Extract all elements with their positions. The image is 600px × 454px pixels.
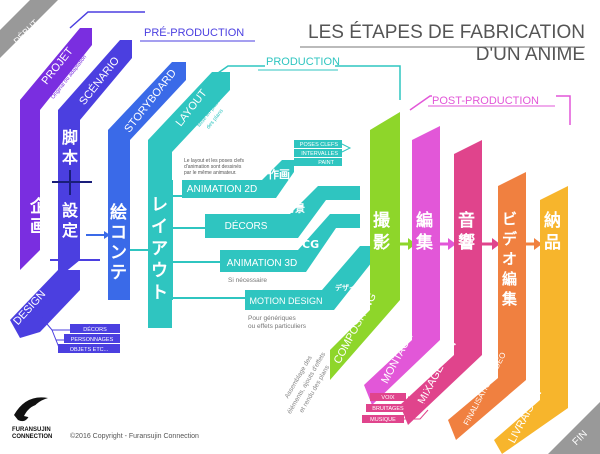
kanji-haikei: 背景 xyxy=(285,202,305,215)
title-line-1: LES ÉTAPES DE FABRICATION xyxy=(308,22,585,43)
svg-text:CONNECTION: CONNECTION xyxy=(12,434,52,440)
copyright: ©2016 Copyright - Furansujin Connection xyxy=(70,432,199,440)
branch-decors: DÉCORS 背景 xyxy=(205,186,360,238)
brand-logo: FURANSUJIN CONNECTION xyxy=(12,397,52,440)
kanji-layout-3: ア xyxy=(151,239,168,259)
si-necessaire: Si nécessaire xyxy=(228,277,267,284)
note-2d-1: Le layout et les poses clefs xyxy=(184,158,245,164)
note-2d-2: d'animation sont dessinés xyxy=(184,164,242,170)
post-production-label: POST-PRODUCTION xyxy=(432,95,539,107)
kanji-kyakuhon-2: 本 xyxy=(62,148,78,167)
kanji-ekonte-4: テ xyxy=(110,263,127,283)
step-design: DESIGN DÉCORS PERSONNAGES OBJETS ETC... xyxy=(10,270,120,353)
intervalles-label: INTERVALLES xyxy=(301,151,338,157)
production-label: PRODUCTION xyxy=(266,56,340,68)
kanji-video-4: 編 xyxy=(502,270,517,288)
animation-3d-label: ANIMATION 3D xyxy=(227,258,297,269)
kanji-nohin-2: 品 xyxy=(544,233,561,253)
kanji-video-5: 集 xyxy=(501,290,518,308)
design-sub-objets: OBJETS ETC... xyxy=(70,347,109,353)
motion-design-label: MOTION DESIGN xyxy=(249,296,322,306)
pre-production-label: PRÉ-PRODUCTION xyxy=(144,26,244,39)
kanji-kikaku-1: 企 xyxy=(29,196,48,217)
svg-text:FURANSUJIN: FURANSUJIN xyxy=(12,427,51,433)
kanji-video-1: ビ xyxy=(502,210,517,228)
kanji-settei-1: 設 xyxy=(62,201,79,220)
pour-generiques: Pour génériques xyxy=(248,315,296,322)
note-2d-3: par le même animateur. xyxy=(184,170,237,176)
branch-motion-design: MOTION DESIGN デザイン Pour génériques ou ef… xyxy=(245,246,372,330)
poses-clefs-label: POSES CLEFS xyxy=(300,142,339,148)
design-sub-personnages: PERSONNAGES xyxy=(71,337,114,343)
kanji-video-2: デ xyxy=(502,230,518,248)
paint-label: PAINT xyxy=(318,160,334,166)
sound-sub-musique: MUSIQUE xyxy=(370,417,396,423)
animation-2d-label: ANIMATION 2D xyxy=(187,184,257,195)
branch-animation-2d: ANIMATION 2D 作画 Le layout et les poses c… xyxy=(182,140,352,198)
kanji-layout-2: イ xyxy=(151,217,168,237)
kanji-sakuga: 作画 xyxy=(268,167,290,181)
kanji-layout-5: ト xyxy=(151,283,168,303)
end-corner xyxy=(548,402,600,454)
kanji-ekonte-1: 絵 xyxy=(110,202,127,223)
sound-sub-voix: VOIX xyxy=(381,395,394,401)
kanji-ekonte-3: ン xyxy=(110,243,127,263)
kanji-onkyo-1: 音 xyxy=(458,210,475,231)
kanji-settei-2: 定 xyxy=(61,221,78,240)
kanji-onkyo-2: 響 xyxy=(458,232,475,253)
step-storyboard: STORYBOARD 絵 コ ン テ xyxy=(108,62,186,300)
branch-animation-3d: ANIMATION 3D CG Si nécessaire xyxy=(220,214,360,284)
kanji-nohin-1: 納 xyxy=(544,210,561,231)
start-corner xyxy=(0,0,58,58)
kanji-design: デザイン xyxy=(335,283,363,292)
post-production-bracket xyxy=(409,95,432,111)
kanji-video-3: オ xyxy=(502,250,517,268)
sound-sub-items: VOIX BRUITAGES MUSIQUE xyxy=(362,387,429,423)
kanji-ekonte-2: コ xyxy=(110,223,127,243)
kanji-layout-1: レ xyxy=(151,195,168,215)
kanji-satsuei-2: 影 xyxy=(373,233,390,253)
kanji-henshu-1: 編 xyxy=(416,210,433,231)
step-layout: LAYOUT Mise en place des plans レ イ ア ウ ト xyxy=(148,72,230,328)
pre-production-bracket xyxy=(69,11,145,29)
effets-particuliers: ou effets particuliers xyxy=(248,323,307,330)
sound-sub-bruitages: BRUITAGES xyxy=(372,406,404,412)
kanji-cg: CG xyxy=(302,238,319,251)
kanji-kyakuhon-1: 脚 xyxy=(62,128,78,147)
design-sub-decors: DÉCORS xyxy=(83,326,107,333)
title-line-2: D'UN ANIME xyxy=(476,44,585,65)
step-projet: PROJET Original ou adaptation 企 画 xyxy=(20,28,92,270)
kanji-kikaku-2: 画 xyxy=(30,217,47,237)
kanji-satsuei-1: 撮 xyxy=(373,210,391,231)
decors-label: DÉCORS xyxy=(225,219,268,232)
kanji-layout-4: ウ xyxy=(151,261,168,281)
kanji-henshu-2: 集 xyxy=(415,232,434,253)
